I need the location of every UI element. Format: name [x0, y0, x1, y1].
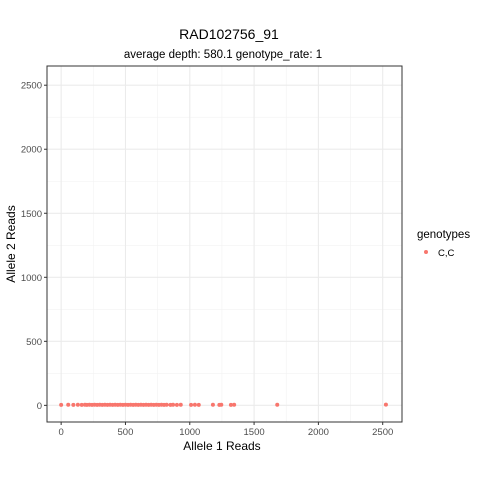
axis-ticks: 0 500 1000 1500 2000 2500 0 500 1000 1500 2000 2500 [21, 81, 393, 438]
data-point [71, 402, 76, 407]
x-axis-label: Allele 1 Reads [183, 439, 260, 453]
x-tick-label: 1500 [244, 427, 265, 438]
x-tick-label: 2000 [308, 427, 329, 438]
data-point [196, 402, 201, 407]
data-point [228, 402, 233, 407]
y-tick-label: 2500 [21, 81, 42, 92]
data-point [178, 402, 183, 407]
data-point [59, 402, 64, 407]
data-point [232, 402, 237, 407]
legend-title: genotypes [417, 229, 470, 241]
data-point [171, 402, 176, 407]
y-tick-label: 1000 [21, 273, 42, 284]
legend-entries: C,C [424, 248, 455, 259]
data-point [383, 402, 388, 407]
data-point [189, 402, 194, 407]
data-point [210, 402, 215, 407]
y-tick-label: 0 [37, 401, 42, 412]
data-point [219, 402, 224, 407]
y-tick-label: 500 [26, 337, 42, 348]
x-tick-label: 0 [59, 427, 64, 438]
legend-key [424, 250, 428, 254]
chart-title: RAD102756_91 [179, 26, 279, 42]
plot-panel-background [47, 66, 402, 422]
grid-lines [47, 66, 402, 422]
data-point [174, 402, 179, 407]
y-axis-label: Allele 2 Reads [4, 205, 18, 282]
chart-subtitle: average depth: 580.1 genotype_rate: 1 [124, 49, 322, 61]
x-tick-label: 500 [118, 427, 134, 438]
y-tick-label: 1500 [21, 209, 42, 220]
data-point [275, 402, 280, 407]
x-tick-label: 2500 [372, 427, 393, 438]
data-point [79, 402, 84, 407]
data-points [59, 402, 388, 407]
legend: genotypes C,C [417, 229, 470, 259]
data-point [75, 402, 80, 407]
y-tick-label: 2000 [21, 145, 42, 156]
x-tick-label: 1000 [179, 427, 200, 438]
data-point [192, 402, 197, 407]
data-point [164, 402, 169, 407]
plot-panel-border [46, 65, 403, 423]
legend-label: C,C [438, 248, 455, 259]
data-point [66, 402, 71, 407]
